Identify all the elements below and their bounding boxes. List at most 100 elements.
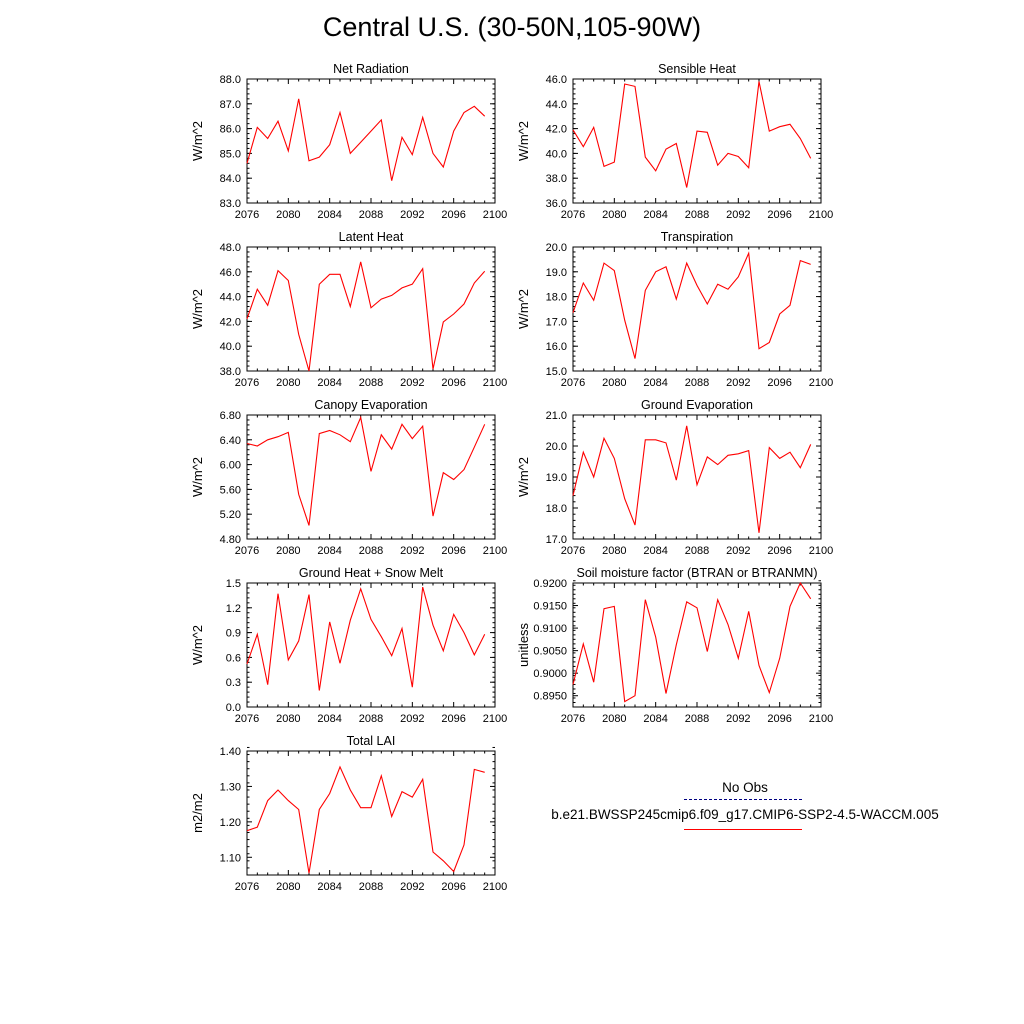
x-tick-label: 2088: [685, 545, 709, 557]
x-tick-label: 2080: [276, 545, 300, 557]
legend-model-line: [684, 829, 802, 830]
y-tick-label: 0.3: [226, 677, 241, 689]
x-tick-label: 2076: [235, 209, 259, 221]
x-tick-label: 2088: [359, 713, 383, 725]
x-tick-label: 2080: [602, 377, 626, 389]
x-tick-label: 2080: [602, 209, 626, 221]
y-tick-label: 0.0: [226, 702, 241, 714]
y-tick-label: 4.80: [220, 534, 241, 546]
plot-frame: [246, 582, 496, 708]
x-tick-label: 2100: [483, 209, 507, 221]
x-tick-label: 2096: [767, 545, 791, 557]
y-tick-label: 42.0: [546, 124, 567, 136]
x-tick-label: 2080: [602, 545, 626, 557]
x-tick-label: 2084: [643, 209, 667, 221]
x-tick-label: 2076: [235, 377, 259, 389]
chart-panel: Canopy Evaporation W/m^2 2076 2080 2084 2088 2…: [190, 398, 507, 557]
x-tick-label: 2096: [441, 545, 465, 557]
y-tick-label: 5.60: [220, 484, 241, 496]
x-tick-label: 2096: [441, 881, 465, 893]
y-tick-label: 1.5: [226, 578, 241, 590]
y-tick-label: 18.0: [546, 503, 567, 515]
panel-title: Transpiration: [661, 230, 734, 244]
x-tick-label: 2080: [602, 713, 626, 725]
chart-panel: Total LAI m2/m2 2076 2080 2084 2088 2092 2096 21…: [190, 734, 507, 893]
x-tick-label: 2084: [317, 881, 341, 893]
x-tick-label: 2092: [400, 545, 424, 557]
panel-title: Total LAI: [347, 734, 396, 748]
y-tick-label: 48.0: [220, 242, 241, 254]
x-tick-label: 2088: [685, 377, 709, 389]
x-tick-label: 2092: [400, 881, 424, 893]
y-tick-label: 0.9000: [533, 668, 567, 680]
plot-frame: [572, 414, 822, 540]
y-tick-label: 6.80: [220, 410, 241, 422]
chart-panel: Sensible Heat W/m^2 2076 2080 2084 2088 2092 20…: [516, 62, 833, 221]
x-tick-label: 2084: [317, 545, 341, 557]
x-tick-label: 2084: [643, 545, 667, 557]
y-tick-label: 0.9: [226, 628, 241, 640]
panel-title: Ground Heat + Snow Melt: [299, 566, 444, 580]
x-tick-label: 2080: [276, 713, 300, 725]
y-axis-label: W/m^2: [516, 457, 531, 497]
y-axis-label: unitless: [516, 622, 531, 667]
y-tick-label: 42.0: [220, 316, 241, 328]
legend: No Obs b.e21.BWSSP245cmip6.f09_g17.CMIP6…: [520, 777, 970, 837]
x-tick-label: 2088: [359, 545, 383, 557]
y-tick-label: 0.9100: [533, 623, 567, 635]
y-axis-label: W/m^2: [190, 457, 205, 497]
series-line: [572, 81, 812, 188]
panel-title: Ground Evaporation: [641, 398, 753, 412]
series-line: [246, 765, 485, 874]
y-tick-label: 18.0: [546, 292, 567, 304]
y-tick-label: 1.40: [220, 746, 241, 758]
x-tick-label: 2084: [317, 713, 341, 725]
y-tick-label: 36.0: [546, 198, 567, 210]
chart-panel: Ground Evaporation W/m^2 2076 2080 2084 2088 2…: [516, 398, 833, 557]
x-tick-label: 2092: [726, 209, 750, 221]
y-tick-label: 20.0: [546, 242, 567, 254]
x-tick-label: 2096: [441, 377, 465, 389]
panel-title: Latent Heat: [339, 230, 404, 244]
x-tick-label: 2100: [809, 545, 833, 557]
y-tick-label: 6.40: [220, 435, 241, 447]
series-line: [246, 586, 486, 691]
y-axis-label: W/m^2: [190, 625, 205, 665]
y-tick-label: 1.10: [220, 852, 241, 864]
x-tick-label: 2076: [561, 377, 585, 389]
y-tick-label: 6.00: [220, 460, 241, 472]
y-tick-label: 21.0: [546, 410, 567, 422]
y-tick-label: 40.0: [546, 148, 567, 160]
x-tick-label: 2100: [483, 377, 507, 389]
y-axis-label: W/m^2: [516, 121, 531, 161]
y-tick-label: 86.0: [220, 124, 241, 136]
y-tick-label: 83.0: [220, 198, 241, 210]
series-line: [246, 261, 486, 372]
y-axis-label: m2/m2: [190, 793, 205, 833]
x-tick-label: 2096: [441, 713, 465, 725]
x-tick-label: 2100: [809, 377, 833, 389]
series-line: [572, 425, 812, 533]
y-tick-label: 0.9200: [533, 578, 567, 590]
x-tick-label: 2076: [235, 713, 259, 725]
x-tick-label: 2084: [317, 209, 341, 221]
x-tick-label: 2092: [400, 209, 424, 221]
x-tick-label: 2084: [643, 377, 667, 389]
x-tick-label: 2092: [726, 377, 750, 389]
panel-title: Soil moisture factor (BTRAN or BTRANMN): [576, 566, 817, 580]
x-tick-label: 2084: [643, 713, 667, 725]
legend-obs-label: No Obs: [722, 780, 768, 795]
chart-panel: Ground Heat + Snow Melt W/m^2 2076 2080 2084…: [190, 566, 507, 725]
x-tick-label: 2096: [767, 713, 791, 725]
x-tick-label: 2092: [400, 713, 424, 725]
y-tick-label: 38.0: [220, 366, 241, 378]
y-tick-label: 19.0: [546, 267, 567, 279]
x-tick-label: 2088: [685, 209, 709, 221]
x-tick-label: 2076: [561, 209, 585, 221]
y-tick-label: 5.20: [220, 509, 241, 521]
x-tick-label: 2088: [359, 881, 383, 893]
x-tick-label: 2080: [276, 881, 300, 893]
x-tick-label: 2080: [276, 377, 300, 389]
series-line: [246, 98, 486, 181]
